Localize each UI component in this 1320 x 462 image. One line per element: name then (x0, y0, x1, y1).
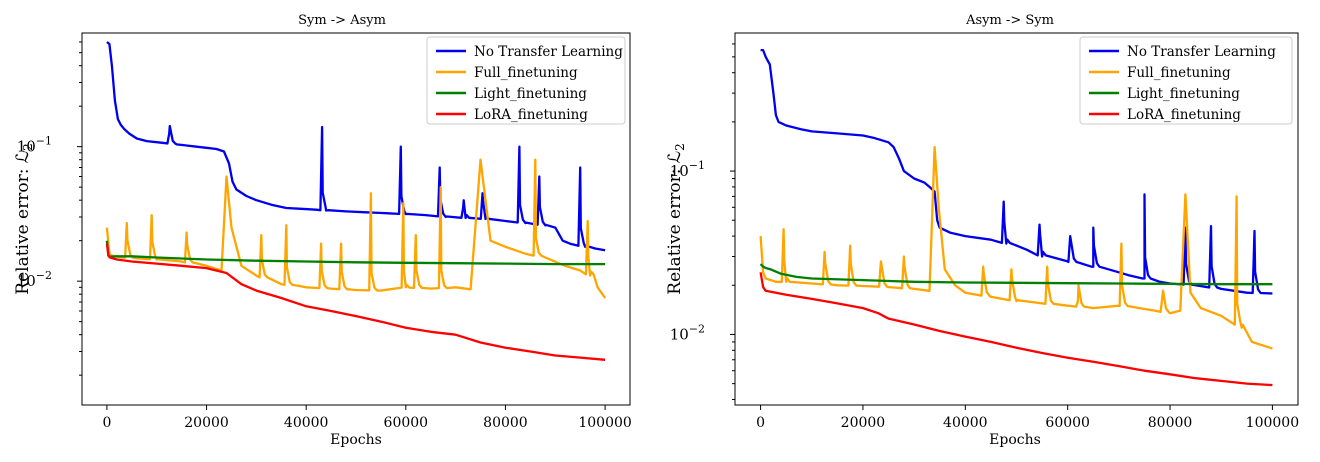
y-axis-label-subscript: 2 (673, 143, 687, 151)
legend-label-3: LoRA_finetuning (1127, 107, 1241, 123)
x-tick-label: 20000 (841, 415, 886, 431)
x-axis-label: Epochs (989, 432, 1041, 448)
x-tick-label: 60000 (384, 415, 429, 431)
legend-label-1: Full_finetuning (1127, 65, 1231, 81)
x-tick-label: 20000 (184, 415, 229, 431)
y-tick-base: 10 (670, 325, 689, 343)
y-tick-exponent: −2 (689, 322, 705, 335)
series-line-lora-finetuning (105, 243, 606, 361)
y-tick-exponent: −2 (36, 269, 52, 282)
plot-frame (81, 32, 631, 406)
series-layer (759, 48, 1273, 387)
x-tick-label: 100000 (578, 415, 631, 431)
y-axis-label: Relative error: ℒ2 (13, 143, 35, 294)
legend: No Transfer Learning Full_finetuning Lig… (426, 36, 626, 125)
left-chart: Sym -> Asym 0 20000 40000 60000 80000 100000 … (13, 13, 632, 448)
x-tick-label: 40000 (943, 415, 988, 431)
y-tick-label: 10−2 (670, 322, 705, 343)
y-axis-label: Relative error: ℒ2 (665, 143, 687, 294)
y-tick-label: 10−1 (17, 135, 52, 156)
y-axis-ticks: 10−110−2 (670, 43, 735, 400)
chart-title: Asym -> Sym (965, 13, 1054, 28)
y-tick-exponent: −1 (689, 159, 705, 172)
series-line-full-finetuning (105, 158, 607, 299)
y-axis-label-text: Relative error: ℒ (665, 151, 685, 295)
series-line-light-finetuning (105, 240, 606, 266)
x-tick-label: 80000 (483, 415, 528, 431)
legend-label-0: No Transfer Learning (1127, 44, 1276, 60)
legend-box (426, 36, 626, 125)
x-tick-label: 80000 (1148, 415, 1193, 431)
y-tick-base: 10 (17, 138, 36, 156)
y-tick-label: 10−1 (670, 159, 705, 180)
y-axis-label-subscript: 2 (21, 143, 35, 151)
series-layer (105, 41, 607, 361)
y-axis-label-text: Relative error: ℒ (13, 151, 33, 295)
x-axis-ticks: 0 20000 40000 60000 80000 100000 (102, 405, 632, 431)
x-tick-label: 60000 (1045, 415, 1090, 431)
series-line-lora-finetuning (759, 272, 1273, 387)
x-tick-label: 0 (102, 415, 111, 431)
legend-label-2: Light_finetuning (1127, 86, 1240, 102)
y-tick-exponent: −1 (36, 135, 52, 148)
legend-label-1: Full_finetuning (474, 65, 578, 81)
chart-title: Sym -> Asym (298, 13, 386, 28)
x-tick-label: 40000 (284, 415, 329, 431)
y-tick-base: 10 (670, 162, 689, 180)
legend-box (1079, 36, 1293, 125)
plot-frame (734, 32, 1299, 406)
x-axis-ticks: 0 20000 40000 60000 80000 100000 (756, 405, 1299, 431)
y-axis-ticks: 10−110−2 (17, 41, 82, 376)
y-tick-label: 10−2 (17, 269, 52, 290)
x-tick-label: 100000 (1246, 415, 1299, 431)
series-line-full-finetuning (759, 146, 1273, 350)
x-tick-label: 0 (756, 415, 765, 431)
right-chart: Asym -> Sym 0 20000 40000 60000 80000 100000 … (665, 13, 1299, 448)
legend-label-0: No Transfer Learning (474, 44, 623, 60)
legend-label-3: LoRA_finetuning (474, 107, 588, 123)
series-line-light-finetuning (759, 263, 1273, 286)
series-line-no-transfer-learning (106, 41, 606, 252)
legend-label-2: Light_finetuning (474, 86, 587, 102)
legend: No Transfer Learning Full_finetuning Lig… (1079, 36, 1293, 125)
x-axis-label: Epochs (330, 432, 382, 448)
y-tick-base: 10 (17, 272, 36, 290)
